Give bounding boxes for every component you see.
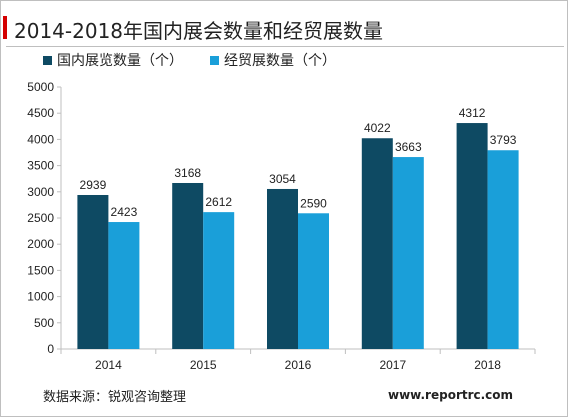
legend-swatch-domestic <box>43 55 52 65</box>
title-divider <box>6 46 564 47</box>
y-tick-label: 0 <box>47 342 54 356</box>
legend-swatch-trade <box>210 55 219 65</box>
data-label: 2939 <box>80 178 107 192</box>
legend-label-domestic: 国内展览数量（个） <box>57 53 183 69</box>
source-note: 数据来源：锐观咨询整理 <box>43 390 187 405</box>
y-tick-label: 4500 <box>27 106 54 120</box>
x-tick-label: 2018 <box>474 358 501 372</box>
x-tick-label: 2015 <box>190 358 217 372</box>
data-label: 3168 <box>174 166 201 180</box>
x-tick-label: 2014 <box>95 358 122 372</box>
bar-domestic-2015 <box>172 182 204 349</box>
y-tick-label: 500 <box>34 316 54 330</box>
bar-trade-2015 <box>203 212 235 349</box>
y-tick-label: 5000 <box>27 80 54 94</box>
data-label: 3793 <box>490 133 517 147</box>
data-label: 2590 <box>300 196 327 210</box>
bar-domestic-2014 <box>77 194 109 349</box>
y-tick-label: 1000 <box>27 290 54 304</box>
bar-domestic-2018 <box>456 123 488 349</box>
bar-trade-2018 <box>487 150 519 349</box>
website-label: www.reportrc.com <box>388 388 514 402</box>
x-tick-label: 2016 <box>285 358 312 372</box>
y-tick-label: 3500 <box>27 159 54 173</box>
bar-trade-2017 <box>392 157 424 349</box>
y-tick-label: 2500 <box>27 211 54 225</box>
data-label: 3663 <box>395 140 422 154</box>
y-tick-label: 1500 <box>27 263 54 277</box>
bar-trade-2016 <box>298 213 329 349</box>
data-label: 4022 <box>364 121 391 135</box>
x-tick-label: 2017 <box>379 358 406 372</box>
bar-trade-2014 <box>108 222 140 349</box>
chart-title: 2014-2018年国内展会数量和经贸展数量 <box>14 19 384 43</box>
legend-item-domestic: 国内展览数量（个） <box>43 50 183 70</box>
bar-domestic-2016 <box>267 188 298 349</box>
data-label: 2423 <box>111 205 138 219</box>
legend-item-trade: 经贸展数量（个） <box>210 50 336 70</box>
legend-label-trade: 经贸展数量（个） <box>224 53 336 69</box>
y-tick-label: 3000 <box>27 185 54 199</box>
data-label: 4312 <box>459 106 486 120</box>
title-accent-bar <box>3 16 7 39</box>
y-tick-label: 2000 <box>27 237 54 251</box>
y-tick-label: 4000 <box>27 132 54 146</box>
data-label: 3054 <box>269 172 296 186</box>
data-label: 2612 <box>205 195 232 209</box>
legend: 国内展览数量（个） 经贸展数量（个） <box>43 50 363 70</box>
bar-domestic-2017 <box>361 138 393 349</box>
